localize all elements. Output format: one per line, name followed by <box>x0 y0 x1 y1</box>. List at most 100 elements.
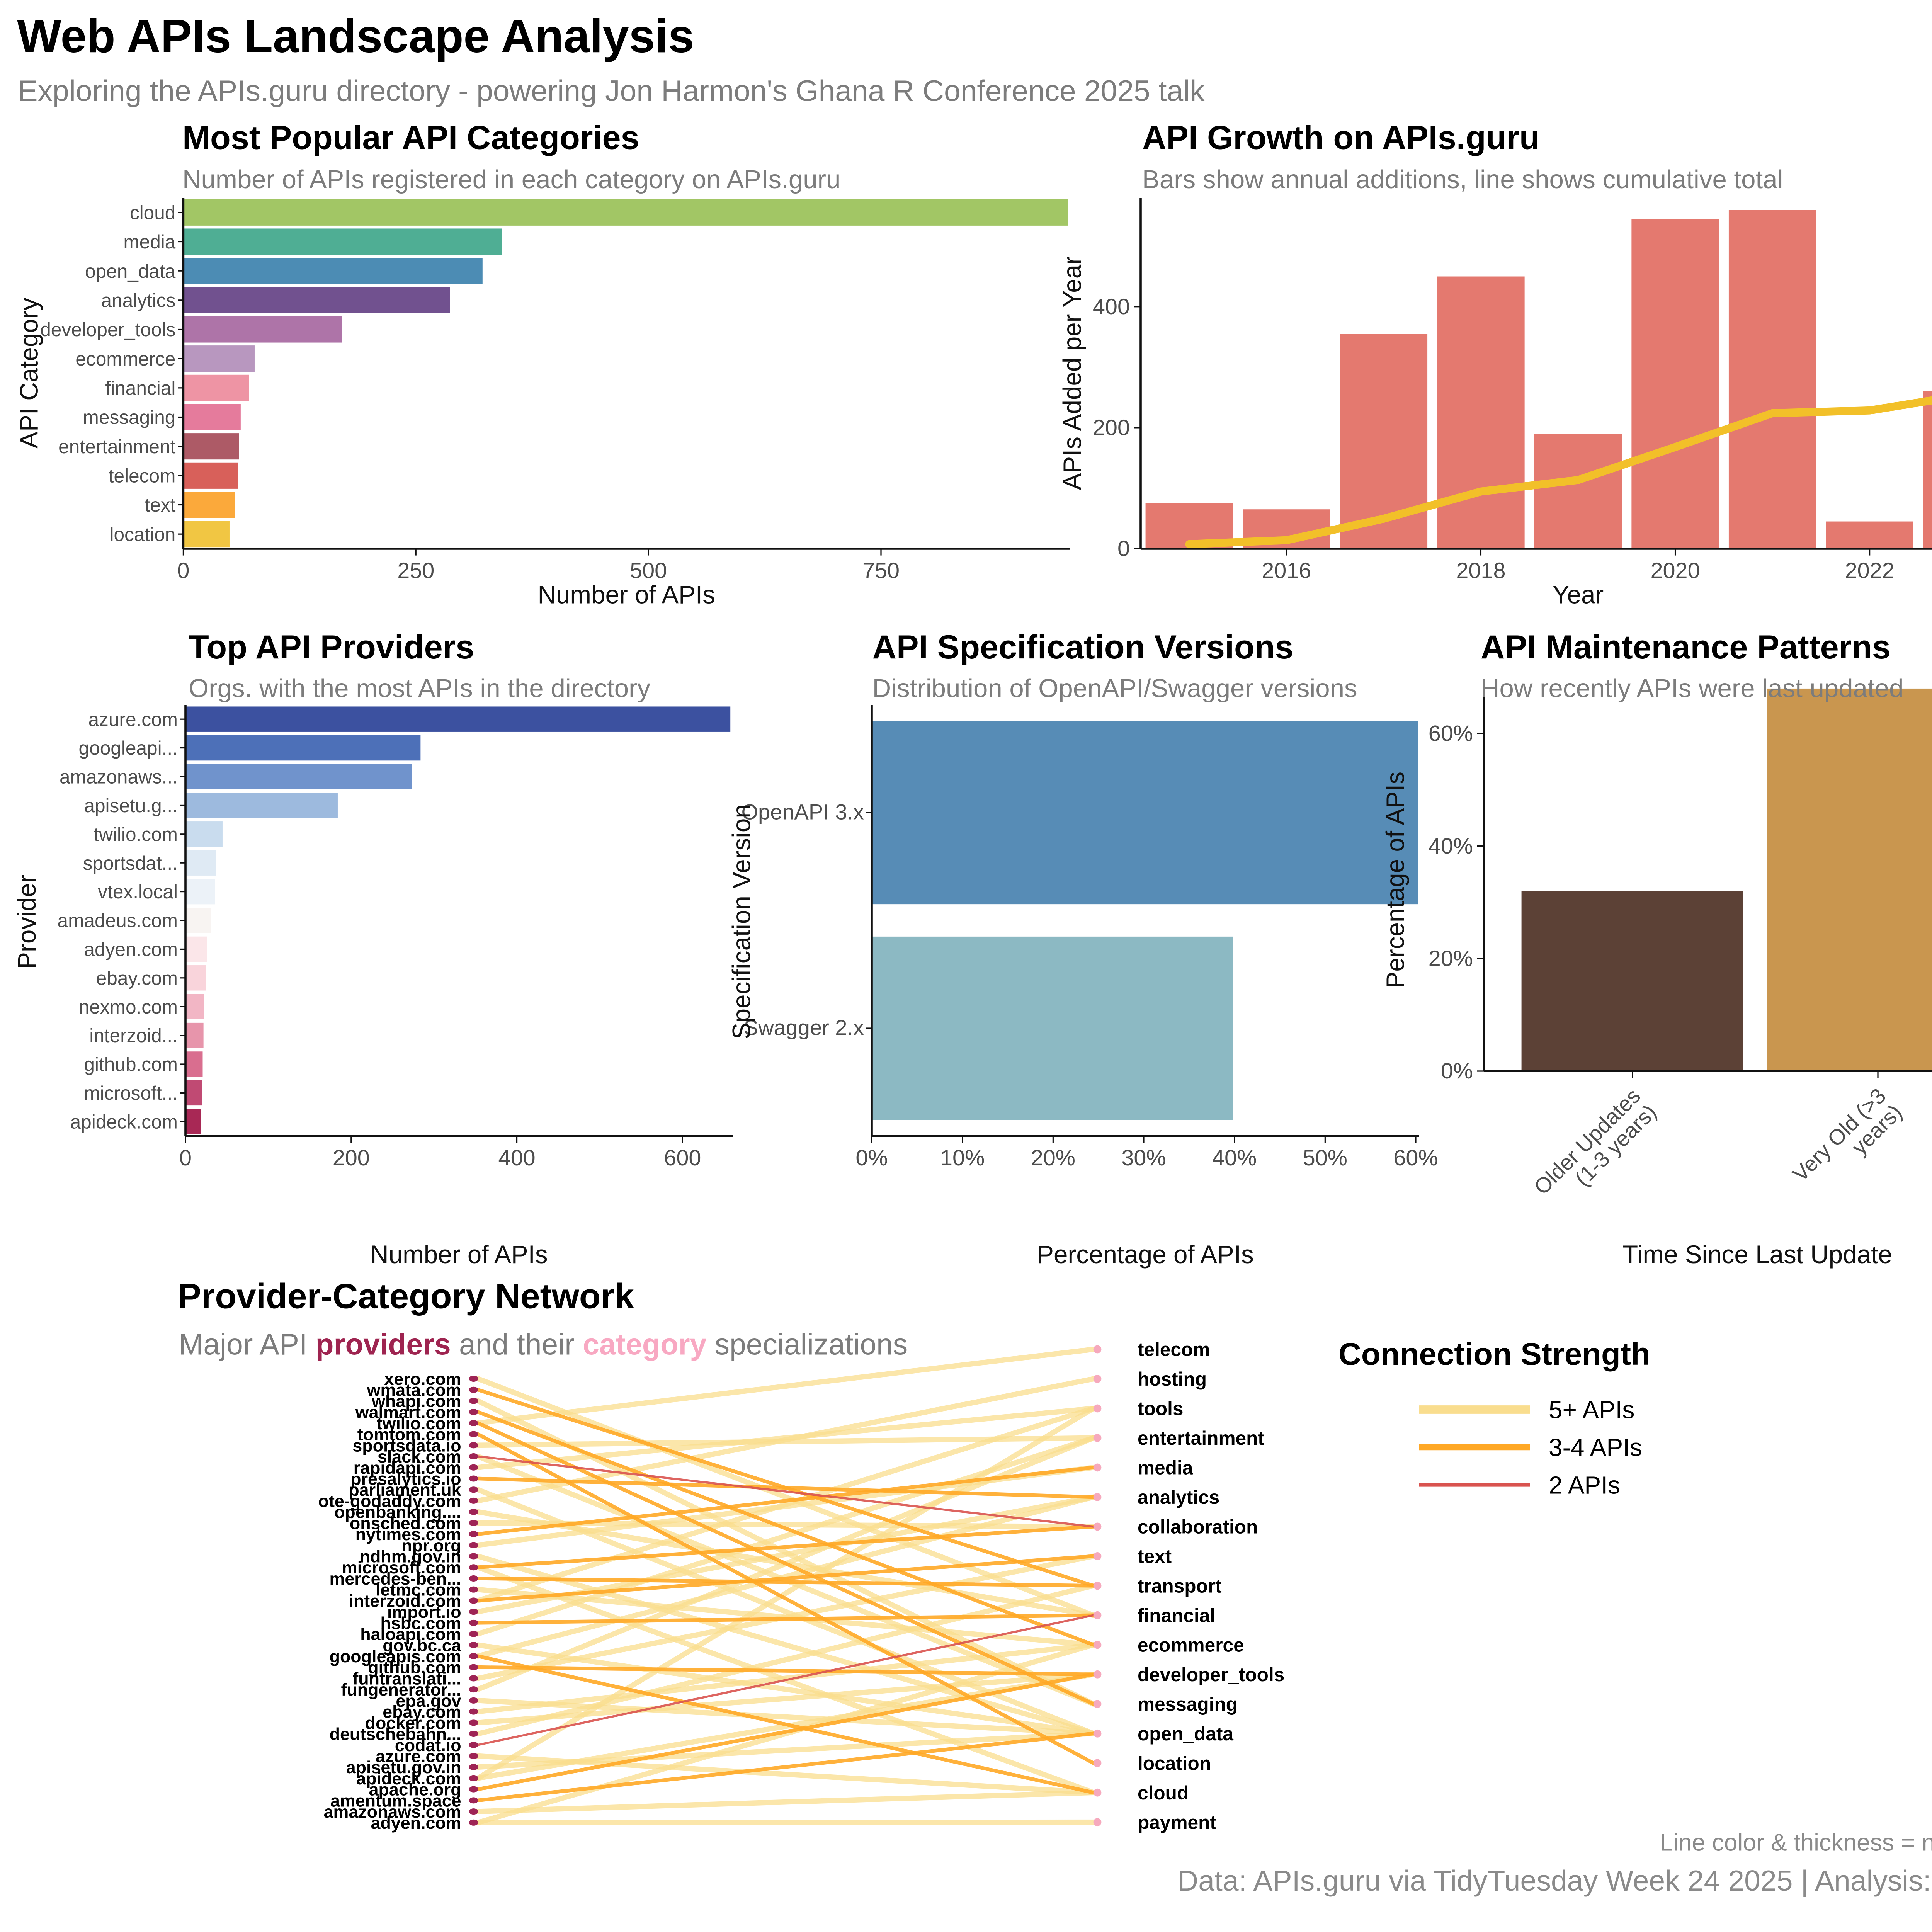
tick-label: 0 <box>179 1146 192 1170</box>
legend-label: 5+ APIs <box>1549 1396 1634 1423</box>
category-dot <box>1093 1552 1102 1560</box>
growth-chart-subtitle: Bars show annual additions, line shows c… <box>1142 165 1783 194</box>
growth-bar-2020 <box>1631 219 1719 549</box>
providers-chart-subtitle: Orgs. with the most APIs in the director… <box>189 673 651 703</box>
network-provider-label: tomtom.com <box>357 1425 461 1444</box>
network-provider-label: interzoid.com <box>349 1591 461 1611</box>
category-label: ecommerce <box>75 348 175 370</box>
tick-label: 600 <box>664 1146 701 1170</box>
legend-title: Connection Strength <box>1338 1336 1650 1372</box>
tick-label: 10% <box>940 1146 985 1170</box>
network-edge <box>476 1613 1095 1625</box>
bar-analytics <box>184 287 450 313</box>
network-category-label: telecom <box>1138 1339 1210 1361</box>
network-provider-label: googleapis.com <box>330 1647 461 1666</box>
network-provider-label: azure.com <box>376 1747 461 1766</box>
network-provider-label: docker.com <box>365 1713 461 1733</box>
growth-xlabel: Year <box>1552 581 1604 609</box>
bar-maintenance-1 <box>1767 688 1932 1071</box>
tick-label: 60% <box>1393 1146 1438 1170</box>
network-provider-label: xero.com <box>384 1369 461 1389</box>
category-label: entertainment <box>58 436 175 457</box>
provider-label: sportsdat... <box>83 852 178 874</box>
network-provider-label: nytimes.com <box>355 1525 461 1544</box>
provider-label: nexmo.com <box>79 996 178 1018</box>
provider-dot <box>469 1786 478 1793</box>
provider-dot <box>469 1586 478 1593</box>
tick-label: 250 <box>397 558 434 583</box>
tick-label: 200 <box>333 1146 370 1170</box>
network-edge <box>476 1577 1095 1588</box>
categories-xlabel: Number of APIs <box>537 581 715 609</box>
network-category-label: financial <box>1138 1605 1215 1626</box>
footer-credit: Data: APIs.guru via TidyTuesday Week 24 … <box>1177 1864 1931 1897</box>
category-dot <box>1093 1493 1102 1501</box>
provider-dot <box>469 1797 478 1804</box>
provider-dot <box>469 1398 478 1404</box>
maintenance-xlabel: Time Since Last Update <box>1622 1240 1892 1269</box>
network-category-label: open_data <box>1138 1723 1233 1745</box>
provider-label: adyen.com <box>84 939 178 960</box>
provider-dot <box>469 1719 478 1726</box>
provider-dot <box>469 1475 478 1482</box>
provider-dot <box>469 1675 478 1682</box>
bar-text <box>184 492 235 518</box>
network-category-label: messaging <box>1138 1693 1238 1715</box>
provider-dot <box>469 1642 478 1648</box>
category-label: media <box>123 231 175 253</box>
category-dot <box>1093 1345 1102 1354</box>
network-provider-label: ndhm.gov.in <box>360 1547 461 1566</box>
tick-label: 500 <box>630 558 667 583</box>
network-category-label: entertainment <box>1138 1427 1264 1449</box>
network-edge <box>475 1553 1096 1736</box>
tick-label: 20% <box>1031 1146 1075 1170</box>
provider-dot <box>469 1520 478 1526</box>
network-provider-label: import.io <box>387 1602 461 1622</box>
maintenance-chart-title: API Maintenance Patterns <box>1481 628 1891 666</box>
provider-label: twilio.com <box>94 823 178 845</box>
bar-adyen.com <box>186 936 207 962</box>
network-edge <box>475 1698 1096 1736</box>
bar-location <box>184 521 230 548</box>
bar-azure.com <box>186 706 731 732</box>
bar-open_data <box>184 258 483 284</box>
growth-bar-2022 <box>1826 521 1913 549</box>
bar-apisetu.g... <box>186 793 338 818</box>
category-label: telecom <box>109 465 176 486</box>
network-category-label: location <box>1138 1752 1211 1774</box>
provider-dot <box>469 1764 478 1770</box>
network-edge <box>475 1347 1096 1426</box>
category-label: messaging <box>83 406 176 428</box>
network-provider-label: apache.org <box>369 1780 461 1799</box>
provider-label: apisetu.g... <box>84 795 178 816</box>
bar-messaging <box>184 404 241 430</box>
network-category-label: ecommerce <box>1138 1634 1244 1656</box>
categories-chart-subtitle: Number of APIs registered in each catego… <box>182 165 841 194</box>
provider-dot <box>469 1686 478 1693</box>
network-category-label: hosting <box>1138 1368 1207 1390</box>
provider-dot <box>469 1409 478 1415</box>
legend-label: 2 APIs <box>1549 1471 1620 1499</box>
network-provider-label: codat.io <box>395 1736 461 1755</box>
bar-googleapi... <box>186 735 421 761</box>
provider-label: microsoft... <box>84 1082 178 1104</box>
category-dot <box>1093 1434 1102 1442</box>
cumulative-line <box>1185 396 1932 548</box>
provider-dot <box>469 1442 478 1449</box>
category-label: analytics <box>101 289 175 311</box>
tick-label: 40% <box>1212 1146 1257 1170</box>
network-provider-label: presalytics.io <box>350 1469 461 1488</box>
network-provider-label: ote-godaddy.com <box>318 1492 461 1511</box>
network-provider-label: onsched.com <box>350 1514 461 1533</box>
network-edge <box>475 1406 1096 1604</box>
network-edge <box>475 1790 1096 1814</box>
provider-dot <box>469 1731 478 1737</box>
tick-label: 2020 <box>1650 558 1700 583</box>
provider-label: apideck.com <box>70 1111 178 1133</box>
growth-bar-2019 <box>1534 434 1622 549</box>
category-dot <box>1093 1463 1102 1472</box>
bar-sportsdat... <box>186 850 216 876</box>
